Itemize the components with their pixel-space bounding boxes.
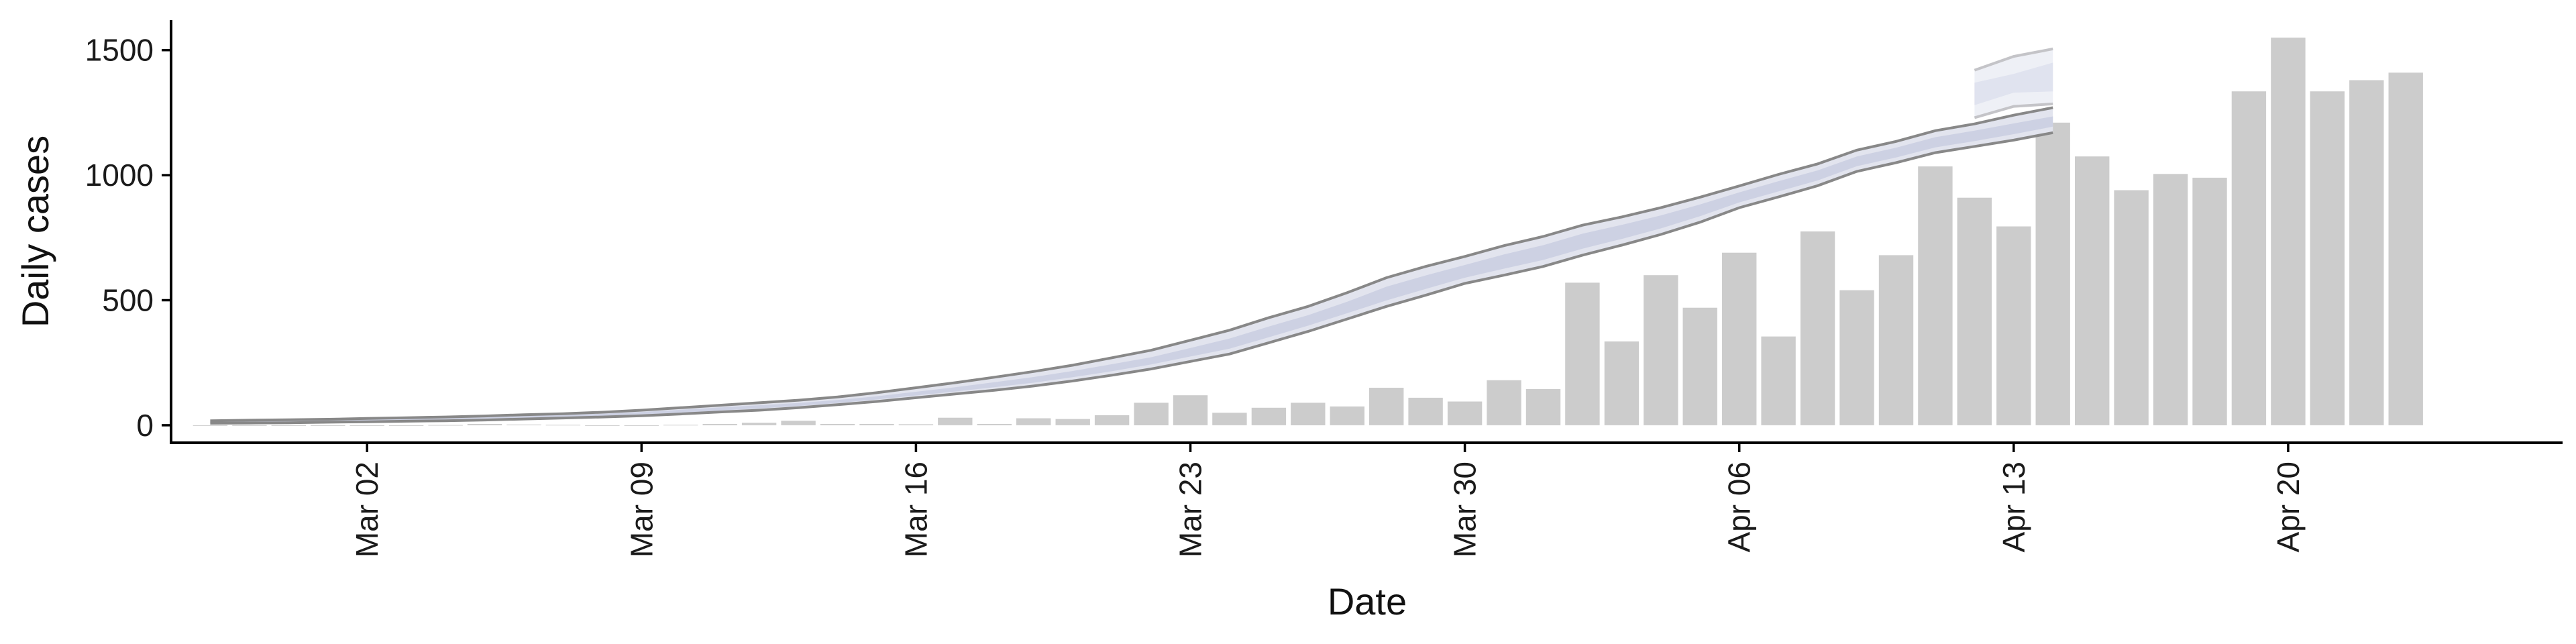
bar — [1134, 402, 1169, 425]
bar — [2310, 91, 2345, 425]
y-axis-title: Daily cases — [14, 136, 56, 327]
bar — [1369, 388, 1404, 425]
bar — [1016, 418, 1051, 425]
bar — [1173, 395, 1208, 425]
bar — [388, 425, 424, 426]
bar — [1212, 413, 1247, 425]
y-tick-label: 1500 — [85, 33, 154, 68]
bar — [938, 417, 973, 425]
bar — [1487, 380, 1521, 425]
forecast-extension-inner — [1974, 62, 2053, 105]
bar — [585, 425, 620, 426]
bar — [2388, 72, 2423, 425]
x-tick-label: Mar 02 — [350, 462, 384, 557]
bar — [232, 425, 267, 426]
forecast-band-outer — [210, 107, 2053, 423]
x-tick-label: Apr 13 — [1996, 462, 2031, 553]
x-tick-label: Mar 23 — [1173, 462, 1208, 557]
bar — [2035, 122, 2070, 425]
forecast-lower-line — [210, 131, 2053, 425]
x-tick-label: Mar 09 — [624, 462, 659, 557]
y-ticks: 0 500 1000 1500 — [85, 33, 171, 443]
forecast-extension-upper-line — [1974, 47, 2053, 72]
x-tick-label: Apr 20 — [2271, 462, 2306, 553]
bar — [1447, 401, 1483, 425]
y-tick-label: 1000 — [85, 158, 154, 193]
bar — [1878, 255, 1914, 425]
bar — [1957, 197, 1992, 425]
bar — [1604, 341, 1640, 425]
bar — [428, 425, 463, 426]
forecast-band-inner — [210, 116, 2053, 423]
forecast-band-layer — [210, 47, 2053, 425]
bar — [1722, 252, 1757, 425]
bar — [1055, 419, 1090, 425]
x-axis-title: Date — [1328, 580, 1407, 623]
bar — [1800, 231, 1835, 425]
bar — [2271, 38, 2306, 425]
bar — [1251, 407, 1287, 425]
bar — [311, 425, 345, 426]
bar — [193, 425, 228, 426]
bar — [271, 425, 306, 426]
forecast-upper-line — [210, 106, 2053, 423]
y-tick-label: 500 — [102, 283, 154, 318]
bar — [1330, 406, 1364, 425]
bars-layer — [193, 38, 2423, 426]
bar — [624, 425, 659, 426]
bar — [2114, 190, 2149, 425]
bar — [1918, 166, 1953, 425]
bar — [1525, 388, 1561, 425]
bar — [1761, 336, 1796, 425]
bar — [781, 421, 816, 425]
bar — [1565, 282, 1600, 425]
x-tick-label: Mar 30 — [1448, 462, 1483, 557]
bar — [898, 424, 934, 425]
bar — [2231, 91, 2267, 425]
bar — [2153, 174, 2188, 425]
bar — [2192, 177, 2227, 425]
bar — [2349, 80, 2384, 425]
bar — [1996, 226, 2031, 425]
bar — [820, 424, 855, 425]
bar — [741, 423, 777, 425]
x-ticks: Mar 02 Mar 09 Mar 16 Mar 23 Mar 30 Apr 06 Apr … — [350, 443, 2306, 557]
bar — [467, 424, 502, 425]
bar — [1291, 402, 1326, 425]
bar — [977, 424, 1012, 425]
x-tick-label: Apr 06 — [1722, 462, 1757, 553]
bar — [350, 425, 384, 426]
axes-layer — [170, 20, 2563, 444]
bar — [702, 424, 737, 425]
bar — [1408, 397, 1443, 425]
y-tick-label: 0 — [136, 408, 154, 443]
bar — [1644, 275, 1678, 425]
bar — [2075, 156, 2110, 425]
x-tick-label: Mar 16 — [898, 462, 933, 557]
bar — [1682, 307, 1717, 425]
bar — [1839, 290, 1874, 425]
bar — [1094, 415, 1130, 425]
bar — [859, 424, 894, 425]
forecast-extension-lower-line — [1974, 102, 2053, 119]
